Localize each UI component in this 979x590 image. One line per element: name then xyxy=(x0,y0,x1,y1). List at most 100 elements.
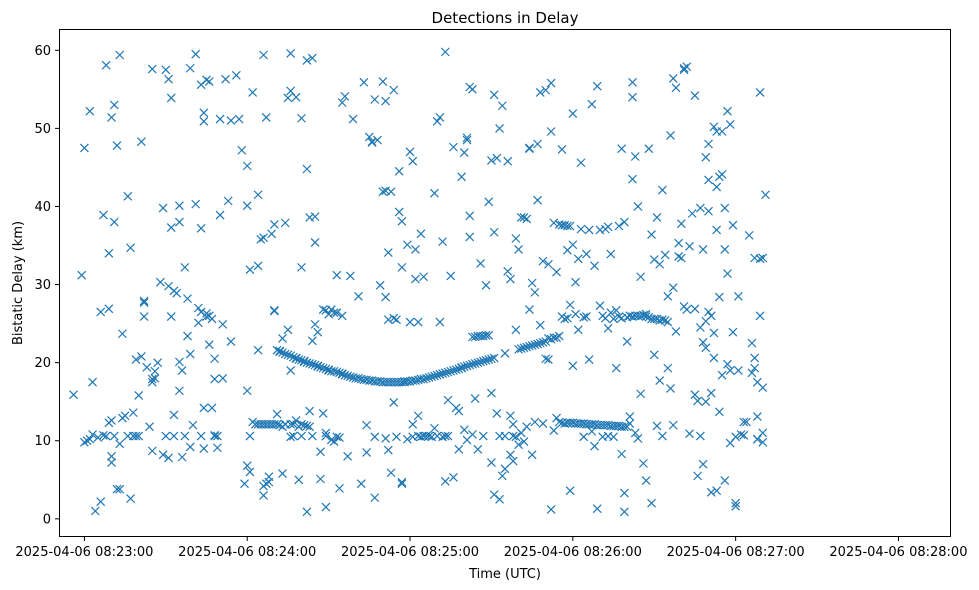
data-point xyxy=(364,132,374,142)
data-point xyxy=(421,373,431,383)
data-point xyxy=(758,383,768,393)
data-point xyxy=(576,224,586,234)
data-point xyxy=(440,368,450,378)
data-point xyxy=(462,135,472,145)
data-point xyxy=(560,314,570,324)
data-point xyxy=(619,422,629,432)
data-point xyxy=(549,333,559,343)
data-point xyxy=(584,355,594,364)
data-point xyxy=(619,217,629,227)
data-point xyxy=(115,50,125,60)
data-point xyxy=(231,70,241,80)
data-point xyxy=(310,237,320,247)
data-point xyxy=(177,452,187,462)
data-point xyxy=(720,203,730,213)
data-point xyxy=(457,172,467,182)
data-point xyxy=(291,416,301,425)
data-point xyxy=(204,77,214,86)
data-point xyxy=(533,339,542,349)
data-point xyxy=(147,446,157,456)
data-point xyxy=(185,349,195,359)
data-point xyxy=(430,188,439,198)
data-point xyxy=(630,428,640,438)
data-point xyxy=(402,434,412,444)
data-point xyxy=(451,365,461,375)
data-point xyxy=(378,77,388,86)
data-point xyxy=(191,49,201,59)
data-point xyxy=(562,221,572,231)
data-point xyxy=(671,83,681,93)
data-point xyxy=(199,116,209,126)
data-point xyxy=(297,355,306,365)
data-point xyxy=(259,490,268,500)
data-point xyxy=(625,419,635,428)
data-point xyxy=(468,359,477,369)
data-point xyxy=(164,74,173,84)
data-point xyxy=(739,430,749,440)
data-point xyxy=(253,261,263,271)
data-point xyxy=(668,283,678,293)
data-point xyxy=(609,314,618,324)
data-point xyxy=(389,313,399,323)
data-point xyxy=(150,373,160,383)
data-point xyxy=(511,325,521,335)
data-point xyxy=(446,366,456,376)
data-point xyxy=(411,244,420,254)
data-point xyxy=(362,448,372,457)
data-point xyxy=(98,430,108,440)
data-point xyxy=(240,479,249,489)
data-point xyxy=(383,248,393,257)
data-point xyxy=(725,366,735,375)
data-point xyxy=(590,261,599,271)
data-point xyxy=(514,244,523,254)
y-tick-label: 30 xyxy=(34,278,51,293)
data-point xyxy=(484,197,494,207)
data-point xyxy=(641,312,651,322)
data-point xyxy=(674,252,684,261)
data-point xyxy=(487,155,496,165)
data-point xyxy=(508,419,518,429)
data-point xyxy=(511,234,521,243)
data-point xyxy=(506,274,515,284)
data-point xyxy=(370,493,380,503)
x-axis: 2025-04-06 08:23:00 2025-04-06 08:24:00 20… xyxy=(15,536,967,560)
data-point xyxy=(728,327,738,337)
data-point xyxy=(310,319,320,329)
data-point xyxy=(459,148,469,158)
data-point xyxy=(286,366,296,375)
data-point xyxy=(386,187,396,197)
data-point xyxy=(294,355,304,364)
data-point xyxy=(408,156,418,166)
data-point xyxy=(660,316,670,325)
data-point xyxy=(90,506,100,516)
data-point xyxy=(443,367,453,377)
data-point xyxy=(736,430,746,439)
data-point xyxy=(717,170,727,179)
data-point xyxy=(660,250,670,260)
data-point xyxy=(158,450,168,460)
data-point xyxy=(321,431,331,441)
data-point xyxy=(383,445,393,455)
data-point xyxy=(723,106,732,116)
data-point xyxy=(305,406,315,416)
data-point xyxy=(343,451,353,461)
data-point xyxy=(188,420,198,430)
data-point xyxy=(701,397,711,407)
data-point xyxy=(210,430,220,440)
data-point xyxy=(245,431,255,441)
data-point xyxy=(321,502,331,512)
data-point xyxy=(704,139,713,149)
data-point xyxy=(381,433,391,443)
data-point xyxy=(614,312,624,322)
data-point xyxy=(424,431,434,441)
data-point xyxy=(698,337,708,347)
data-point xyxy=(307,53,317,63)
data-point xyxy=(373,135,382,145)
data-point xyxy=(516,344,526,354)
data-point xyxy=(96,307,106,317)
data-point xyxy=(649,314,659,324)
data-point xyxy=(392,315,401,325)
y-tick-label: 20 xyxy=(34,356,51,371)
data-point xyxy=(663,291,673,301)
data-point xyxy=(704,175,713,185)
